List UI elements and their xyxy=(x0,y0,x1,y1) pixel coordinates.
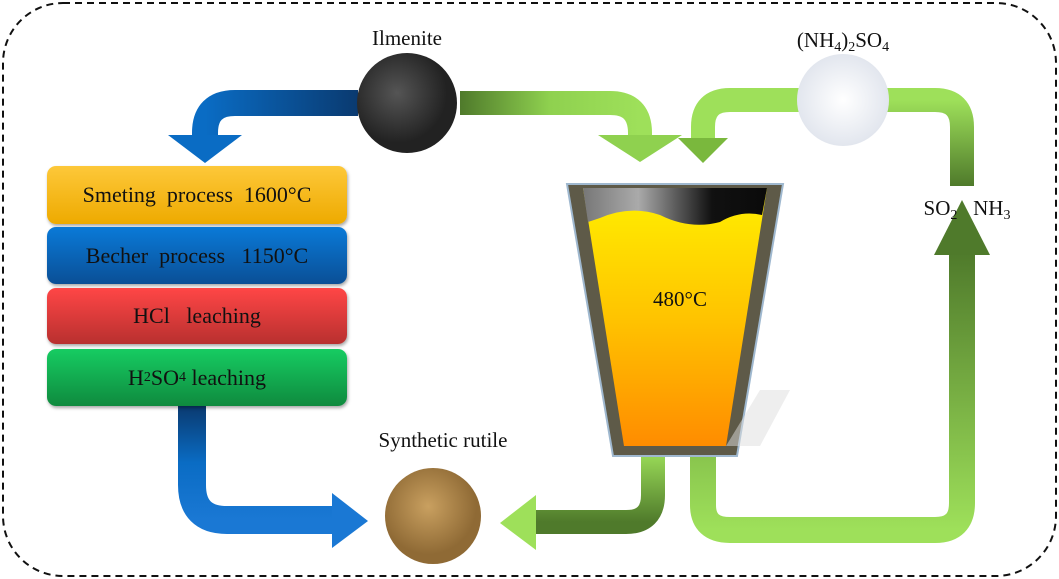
ilmenite-label: Ilmenite xyxy=(372,26,442,50)
process-box-becher: Becher process 1150°C xyxy=(47,227,347,284)
arrowhead xyxy=(500,495,536,550)
arrowhead xyxy=(678,138,728,163)
arrow-furnace-to-rutile xyxy=(530,450,665,534)
arrowhead xyxy=(934,200,990,255)
arrow-furnace-to-gases xyxy=(690,252,975,543)
arrowhead xyxy=(168,135,242,163)
furnace-temperature-label: 480°C xyxy=(653,287,707,311)
process-box-hcl-leaching: HCl leaching xyxy=(47,288,347,344)
synthetic-rutile-image xyxy=(385,468,481,564)
synthetic-rutile-label: Synthetic rutile xyxy=(378,428,508,452)
process-box-h2so4-leaching: H 2 SO 4 leaching xyxy=(47,349,347,406)
arrow-ilmenite-to-processes xyxy=(192,90,358,138)
line-gases-to-ammonium-sulfate xyxy=(886,88,974,186)
arrow-processes-to-rutile xyxy=(178,406,335,534)
ammonium-sulfate-image xyxy=(797,54,889,146)
ilmenite-image xyxy=(357,53,457,153)
arrow-ilmenite-to-furnace xyxy=(460,91,652,138)
arrow-ammonium-sulfate-to-furnace xyxy=(691,88,800,138)
furnace xyxy=(565,183,790,457)
arrowhead xyxy=(598,135,682,162)
arrowhead xyxy=(332,493,368,548)
process-box-smelting: Smeting process 1600°C xyxy=(47,166,347,224)
gases-label: SO2 NH3 xyxy=(923,196,1011,223)
ammonium-sulfate-label: (NH4)2SO4 xyxy=(796,28,890,55)
